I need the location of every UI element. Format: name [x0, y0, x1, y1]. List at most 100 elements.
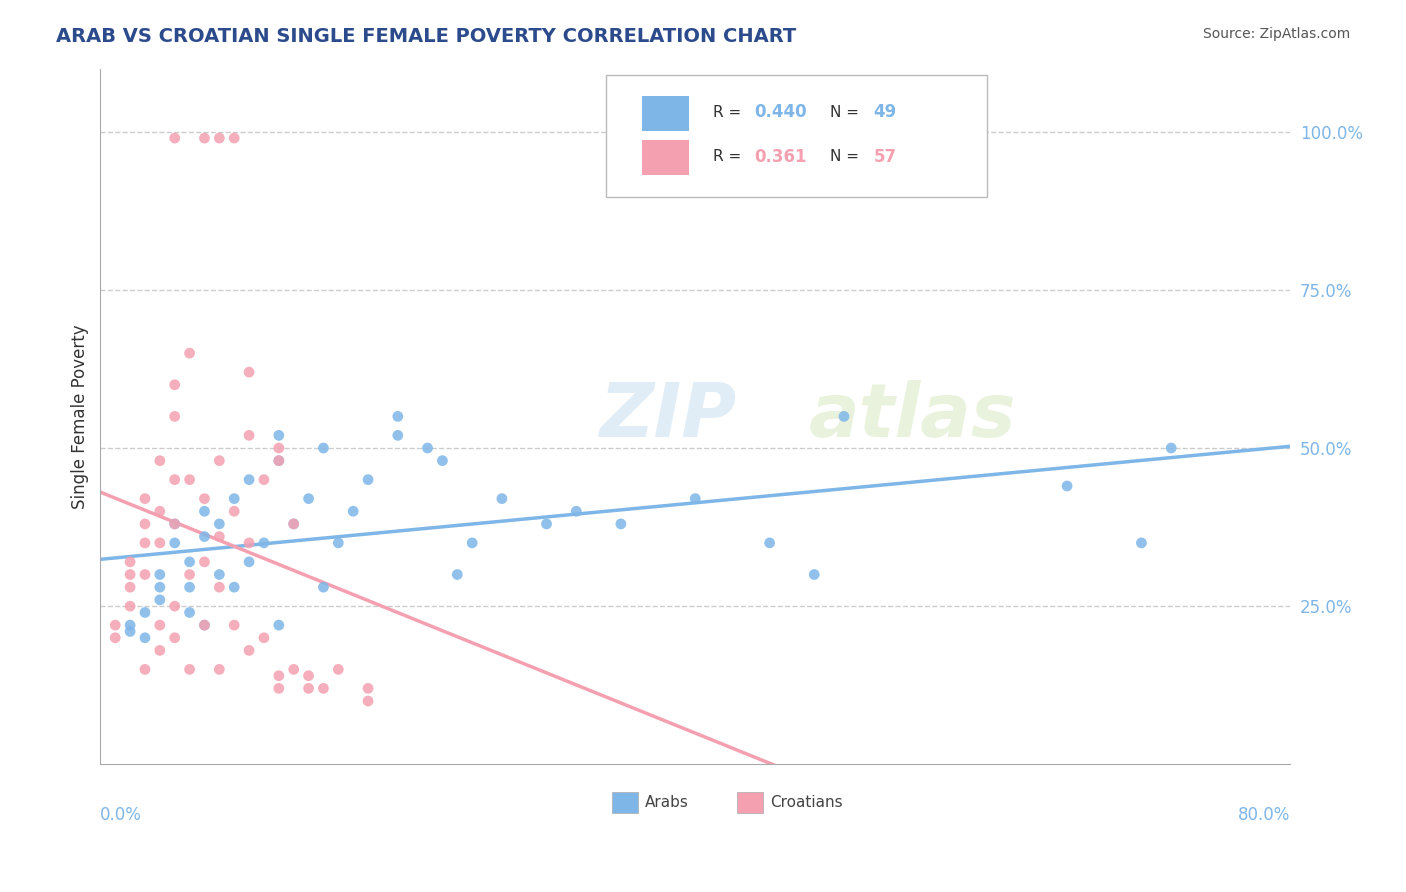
Point	[1056, 479, 1078, 493]
Point	[163, 131, 186, 145]
Point	[238, 555, 260, 569]
Point	[312, 681, 335, 696]
Text: ZIP: ZIP	[600, 380, 737, 453]
Point	[267, 428, 290, 442]
Point	[193, 504, 215, 518]
Point	[357, 681, 380, 696]
Text: 0.361: 0.361	[755, 148, 807, 166]
Point	[267, 453, 290, 467]
Point	[179, 580, 201, 594]
Text: Arabs: Arabs	[645, 795, 689, 810]
Point	[134, 631, 156, 645]
Point	[163, 536, 186, 550]
Point	[432, 453, 454, 467]
Point	[193, 530, 215, 544]
Point	[238, 473, 260, 487]
Text: N =: N =	[830, 105, 863, 120]
Point	[253, 473, 276, 487]
Point	[357, 694, 380, 708]
Point	[387, 409, 409, 424]
Text: 0.0%: 0.0%	[100, 806, 142, 824]
Point	[565, 504, 588, 518]
Point	[297, 681, 319, 696]
Point	[179, 346, 201, 360]
Point	[283, 662, 305, 676]
Point	[803, 567, 825, 582]
Point	[224, 580, 246, 594]
Point	[238, 428, 260, 442]
Text: 80.0%: 80.0%	[1237, 806, 1291, 824]
Point	[120, 555, 142, 569]
Point	[461, 536, 484, 550]
Point	[134, 567, 156, 582]
Point	[208, 567, 231, 582]
Point	[208, 580, 231, 594]
Bar	[641, 140, 689, 175]
Point	[149, 580, 172, 594]
Point	[224, 491, 246, 506]
FancyBboxPatch shape	[606, 76, 987, 197]
Point	[208, 516, 231, 531]
Point	[149, 592, 172, 607]
Point	[312, 441, 335, 455]
Point	[163, 473, 186, 487]
Point	[1160, 441, 1182, 455]
Point	[104, 618, 127, 632]
Point	[163, 599, 186, 614]
Text: R =: R =	[713, 149, 747, 164]
Point	[193, 555, 215, 569]
Point	[758, 536, 780, 550]
Text: 0.440: 0.440	[755, 103, 807, 121]
Point	[491, 491, 513, 506]
Point	[134, 662, 156, 676]
Point	[193, 618, 215, 632]
Point	[120, 599, 142, 614]
Point	[104, 631, 127, 645]
Point	[179, 606, 201, 620]
Text: R =: R =	[713, 105, 747, 120]
Text: 49: 49	[873, 103, 897, 121]
Point	[238, 365, 260, 379]
Point	[536, 516, 558, 531]
Text: 57: 57	[873, 148, 897, 166]
Point	[267, 669, 290, 683]
Point	[357, 473, 380, 487]
Bar	[612, 792, 638, 813]
Point	[179, 567, 201, 582]
Bar	[641, 96, 689, 131]
Point	[253, 536, 276, 550]
Point	[283, 516, 305, 531]
Point	[149, 643, 172, 657]
Text: atlas: atlas	[808, 380, 1015, 453]
Point	[238, 536, 260, 550]
Point	[297, 491, 319, 506]
Point	[134, 536, 156, 550]
Text: Source: ZipAtlas.com: Source: ZipAtlas.com	[1202, 27, 1350, 41]
Point	[163, 631, 186, 645]
Point	[328, 662, 350, 676]
Point	[179, 473, 201, 487]
Point	[120, 567, 142, 582]
Point	[208, 530, 231, 544]
Bar	[737, 792, 763, 813]
Point	[253, 631, 276, 645]
Point	[1130, 536, 1153, 550]
Point	[120, 580, 142, 594]
Point	[267, 441, 290, 455]
Point	[832, 409, 855, 424]
Point	[267, 681, 290, 696]
Point	[297, 669, 319, 683]
Y-axis label: Single Female Poverty: Single Female Poverty	[72, 324, 89, 508]
Point	[120, 618, 142, 632]
Point	[193, 131, 215, 145]
Text: ARAB VS CROATIAN SINGLE FEMALE POVERTY CORRELATION CHART: ARAB VS CROATIAN SINGLE FEMALE POVERTY C…	[56, 27, 796, 45]
Point	[416, 441, 439, 455]
Point	[312, 580, 335, 594]
Point	[134, 491, 156, 506]
Point	[224, 131, 246, 145]
Point	[163, 516, 186, 531]
Point	[446, 567, 468, 582]
Point	[120, 624, 142, 639]
Point	[683, 491, 706, 506]
Point	[267, 618, 290, 632]
